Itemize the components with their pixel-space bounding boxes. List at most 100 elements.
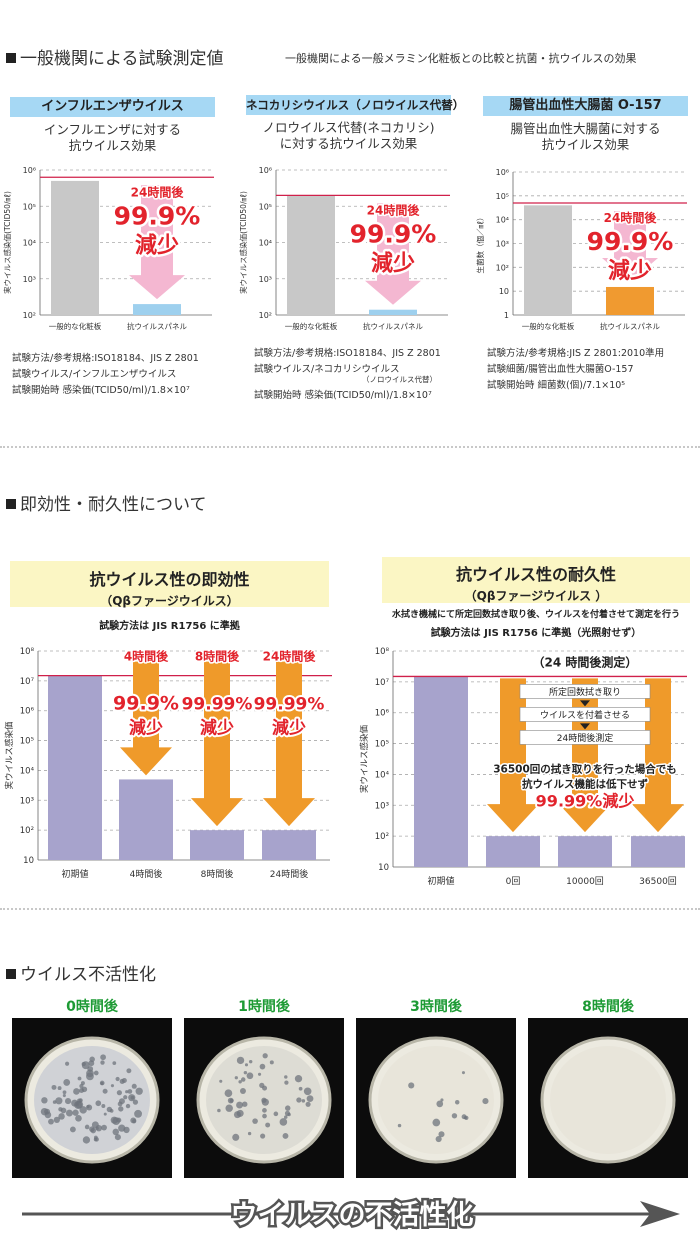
note-virus: 試験ウイルス/ネコカリシウイルス — [254, 364, 400, 375]
pink-arrow — [365, 203, 421, 305]
plaque — [269, 1060, 274, 1065]
plaque — [287, 1112, 291, 1117]
y-tick-label: 1 — [504, 311, 509, 320]
panel-subtitle-line1: ノロウイルス代替(ネコカリシ) — [262, 120, 435, 135]
plaque — [82, 1136, 91, 1144]
bar — [631, 836, 685, 867]
plaque — [60, 1107, 67, 1114]
plaque — [118, 1106, 124, 1112]
pink-arrow — [602, 211, 658, 282]
y-axis-label: 実ウイルス感染価 — [359, 725, 370, 794]
note-method: 試験方法/参考規格:JIS Z 2801:2010準用 — [487, 348, 665, 359]
arrow-text: ウイルスの不活性化 — [231, 1200, 474, 1231]
y-axis-label: 実ウイルス感染価 — [4, 721, 15, 790]
plaque — [115, 1076, 120, 1082]
petri-dish-photo-8h — [528, 1018, 688, 1178]
plaque — [80, 1081, 85, 1086]
plaque — [262, 1053, 268, 1059]
y-tick-label: 10⁴ — [375, 770, 390, 780]
plaque — [435, 1135, 442, 1143]
panel-title-feline-calicivirus: ネコカリシウイルス（ノロウイルス代替） — [246, 95, 464, 115]
x-tick-label: 抗ウイルスパネル — [600, 321, 660, 331]
y-axis-label: 実ウイルス感染価(TCID50/㎖) — [238, 191, 248, 294]
plaque — [244, 1063, 249, 1067]
panel-subtitle-line2: に対する抗ウイルス効果 — [279, 136, 418, 151]
plaque — [95, 1100, 102, 1107]
plaque — [262, 1107, 267, 1113]
plaque — [408, 1082, 415, 1089]
plaque — [127, 1089, 133, 1094]
result-line1: 36500回の拭き取りを行った場合でも — [493, 762, 677, 775]
plaque — [64, 1098, 72, 1105]
step-box — [519, 730, 651, 745]
bar — [486, 836, 540, 867]
plaque — [114, 1134, 121, 1141]
percent-annotation: 99.99% — [182, 695, 253, 715]
plaque — [89, 1056, 95, 1063]
plaque — [248, 1059, 253, 1064]
measure-label: （24 時間後測定） — [533, 654, 638, 669]
plaque — [265, 1122, 271, 1128]
square-bullet-icon — [6, 499, 16, 509]
plaque — [89, 1126, 95, 1132]
bar — [287, 195, 335, 315]
plaque — [69, 1126, 76, 1133]
plaque — [240, 1077, 246, 1082]
panel-subtitle-line1: インフルエンザに対する — [43, 122, 182, 137]
plaque — [294, 1075, 303, 1083]
plaque — [57, 1086, 62, 1091]
plaque — [48, 1118, 54, 1125]
plaque — [110, 1084, 115, 1088]
plaque — [296, 1097, 302, 1103]
plaque — [262, 1113, 267, 1119]
panel-subtitle-line2: 抗ウイルス効果 — [68, 138, 157, 153]
plaque — [95, 1126, 99, 1130]
photo-label-3h: 3時間後 — [410, 999, 462, 1015]
bar — [558, 836, 612, 867]
y-tick-label: 10⁶ — [23, 166, 36, 175]
x-tick-label: 初期値 — [61, 868, 88, 880]
plaque — [227, 1097, 234, 1104]
plaque — [461, 1071, 465, 1075]
y-tick-label: 10² — [259, 311, 272, 320]
plaque — [100, 1054, 106, 1061]
y-tick-label: 10³ — [375, 801, 389, 811]
result-line2: 抗ウイルス機能は低下せず — [522, 777, 648, 790]
reduction-annotation: 減少 — [200, 718, 234, 739]
x-tick-label: 36500回 — [639, 876, 677, 885]
reduction-annotation: 減少 — [371, 251, 415, 276]
plaque — [224, 1089, 233, 1098]
plaque — [112, 1128, 119, 1136]
plaque — [79, 1106, 87, 1114]
reduction-annotation: 減少 — [272, 718, 306, 739]
plaque — [132, 1099, 139, 1105]
bar — [369, 309, 417, 315]
pink-arrow — [129, 185, 185, 300]
percent-annotation: 99.9% — [114, 201, 201, 230]
plaque — [72, 1109, 79, 1116]
y-tick-label: 10² — [23, 311, 36, 320]
x-tick-label: 一般的な化粧板 — [49, 321, 102, 331]
plaque — [134, 1109, 143, 1118]
plaque — [65, 1061, 70, 1066]
y-tick-label: 10 — [499, 287, 509, 296]
petri-dish-photo-1h — [184, 1018, 344, 1178]
plaque — [53, 1116, 60, 1123]
plaque — [232, 1133, 240, 1141]
step-label: 24時間後測定 — [557, 732, 613, 744]
plaque — [432, 1118, 441, 1127]
photo-label-1h: 1時間後 — [238, 999, 290, 1015]
plaque — [234, 1076, 238, 1080]
plaque — [219, 1079, 223, 1083]
method-text: 試験方法は JIS R1756 に準拠 — [99, 621, 240, 632]
section-subtitle: 一般機関による一般メラミン化粧板との比較と抗菌・抗ウイルスの効果 — [285, 52, 637, 65]
plaque — [132, 1119, 137, 1124]
panel-subtitle-line2: 抗ウイルス効果 — [541, 137, 630, 152]
y-tick-label: 10² — [496, 263, 509, 272]
time-annotation: 4時間後 — [124, 649, 169, 664]
plaque — [306, 1095, 314, 1102]
plaque — [131, 1083, 137, 1089]
plaque — [77, 1076, 82, 1081]
orange-arrow — [263, 661, 315, 827]
plaque — [41, 1097, 48, 1104]
